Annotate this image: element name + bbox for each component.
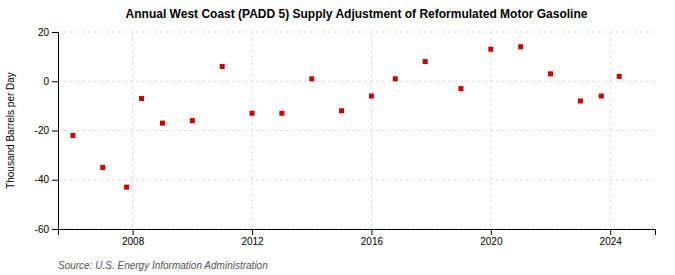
- point: [279, 111, 284, 116]
- points: [70, 44, 621, 189]
- grid: [58, 32, 655, 229]
- y-tick-mark: [52, 229, 58, 230]
- point: [369, 94, 374, 99]
- x-tick-label: 2024: [600, 236, 623, 247]
- chart: 2008 2012 2016 2020 2024 -60 -40 -20 0 20 Annual W…: [0, 0, 675, 275]
- x-axis: 2008 2012 2016 2020 2024: [59, 229, 656, 247]
- y-tick-mark: [52, 32, 58, 33]
- y-grid-line: [58, 179, 655, 180]
- point: [309, 76, 314, 81]
- x-grid-line: [132, 32, 133, 229]
- y-tick-label: -60: [35, 224, 50, 235]
- x-tick-label: 2012: [241, 236, 264, 247]
- x-tick-mark: [610, 229, 611, 235]
- title: Annual West Coast (PADD 5) Supply Adjust…: [126, 7, 588, 21]
- x-tick: 2024: [600, 229, 623, 247]
- x-tick-label: 2008: [122, 236, 145, 247]
- x-tick-label: 2016: [361, 236, 384, 247]
- x-grid-line: [610, 32, 611, 229]
- x-tick-mark: [491, 229, 492, 235]
- y-axis-line: [52, 33, 59, 230]
- x-tick: 2008: [122, 229, 145, 247]
- y-axis: -60 -40 -20 0 20: [35, 27, 59, 235]
- point: [70, 133, 75, 138]
- y-tick-label: -40: [35, 174, 50, 185]
- point: [458, 86, 463, 91]
- y-tick-mark: [52, 81, 58, 82]
- point: [100, 165, 105, 170]
- point: [393, 76, 398, 81]
- y-tick: -20: [35, 125, 58, 136]
- x-grid-line: [252, 32, 253, 229]
- point: [518, 44, 523, 49]
- x-tick: 2020: [480, 229, 503, 247]
- y-tick: 20: [38, 27, 58, 38]
- point: [488, 47, 493, 52]
- point: [250, 111, 255, 116]
- point: [220, 64, 225, 69]
- y-grid-line: [58, 81, 655, 82]
- y-tick-label: 0: [43, 76, 49, 87]
- source-note: Source: U.S. Energy Information Administ…: [58, 260, 268, 271]
- plot: 2008 2012 2016 2020 2024 -60 -40 -20 0 20: [35, 27, 656, 247]
- point: [124, 185, 129, 190]
- x-tick: 2016: [361, 229, 384, 247]
- x-tick: 2012: [241, 229, 264, 247]
- point: [423, 59, 428, 64]
- x-axis-line: [59, 230, 656, 236]
- y-tick-label: 20: [38, 27, 50, 38]
- point: [139, 96, 144, 101]
- x-grid-line: [371, 32, 372, 229]
- y-grid-line: [58, 130, 655, 131]
- point: [339, 108, 344, 113]
- x-tick-label: 2020: [480, 236, 503, 247]
- point: [160, 121, 165, 126]
- x-tick-mark: [371, 229, 372, 235]
- x-tick-mark: [252, 229, 253, 235]
- y-tick-mark: [52, 131, 58, 132]
- point: [599, 94, 604, 99]
- y-tick: 0: [43, 76, 58, 87]
- y-tick-label: -20: [35, 125, 50, 136]
- point: [578, 98, 583, 103]
- point: [548, 71, 553, 76]
- x-grid-line: [490, 32, 491, 229]
- y-tick: -40: [35, 174, 58, 185]
- y-axis-title: Thousand Barrels per Day: [5, 72, 16, 189]
- y-tick: -60: [35, 224, 58, 235]
- y-tick-mark: [52, 180, 58, 181]
- point: [617, 74, 622, 79]
- y-grid-line: [58, 32, 655, 33]
- x-tick-mark: [133, 229, 134, 235]
- point: [190, 118, 195, 123]
